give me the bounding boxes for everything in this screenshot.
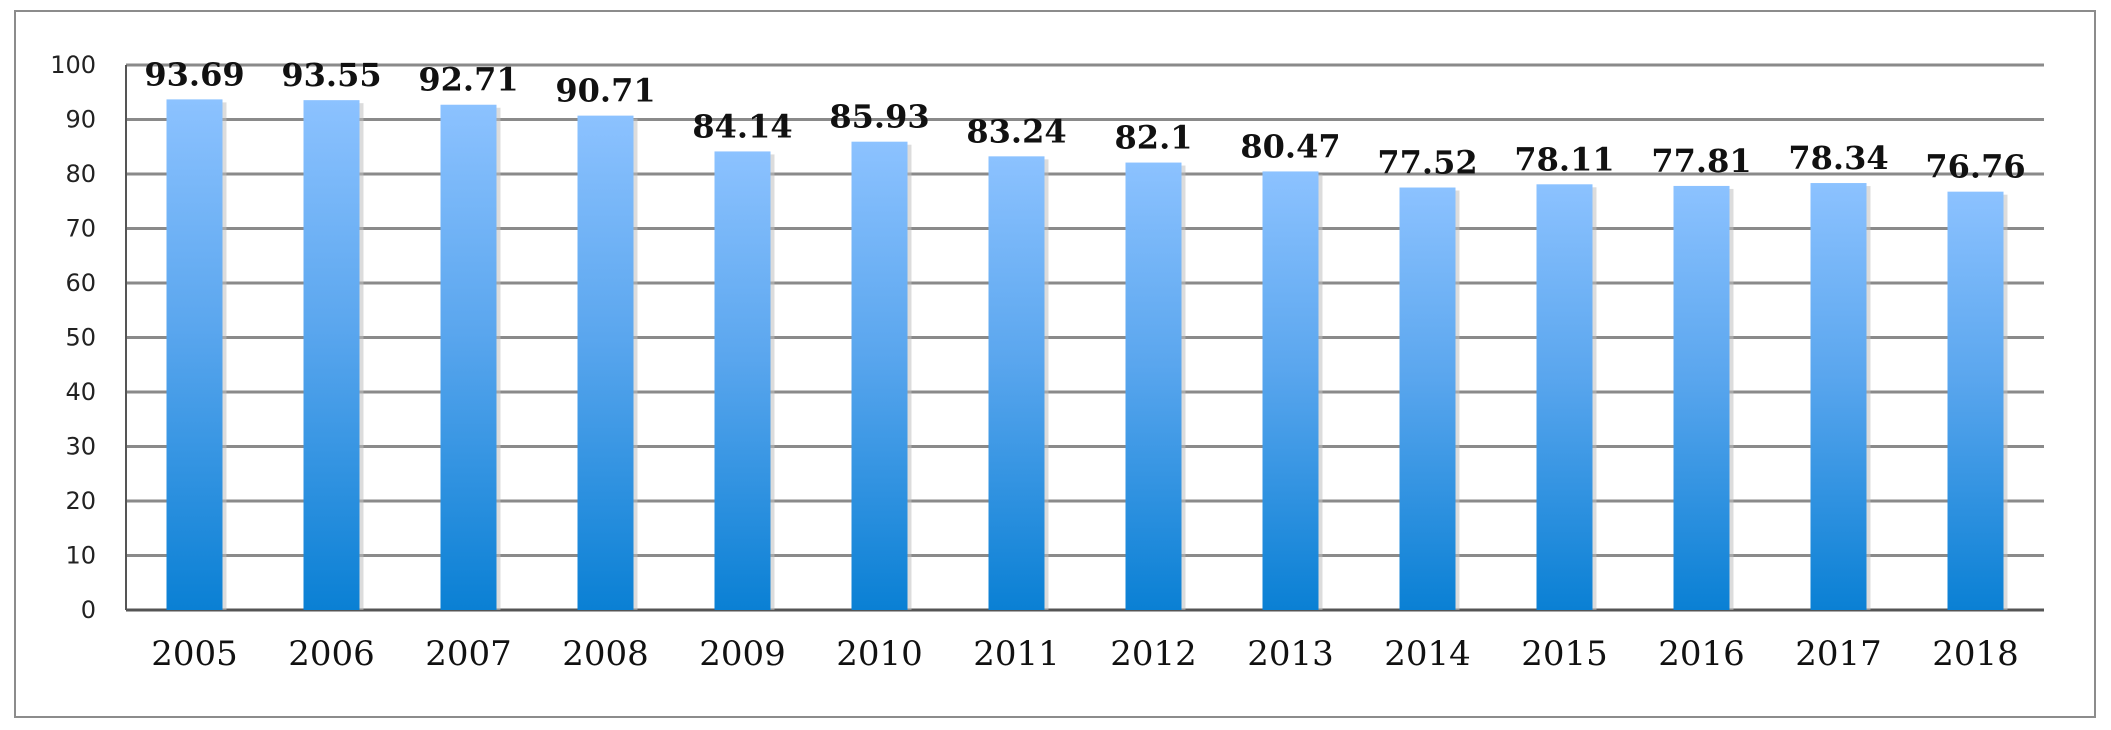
x-tick-label: 2016: [1658, 634, 1745, 674]
y-tick-label: 100: [50, 51, 96, 79]
data-label: 77.81: [1651, 142, 1751, 180]
bar-2015: [1536, 184, 1593, 610]
data-label: 90.71: [555, 72, 655, 110]
bar-2007: [440, 104, 497, 610]
x-tick-label: 2011: [973, 634, 1060, 674]
data-label: 78.34: [1788, 139, 1888, 177]
data-label: 93.69: [144, 55, 244, 93]
data-label: 76.76: [1925, 148, 2025, 186]
bar-2006: [303, 100, 360, 610]
bar-2009: [714, 151, 771, 610]
bar-2016: [1673, 185, 1730, 611]
x-tick-label: 2013: [1247, 634, 1334, 674]
y-tick-label: 70: [65, 215, 96, 243]
data-label: 83.24: [966, 112, 1066, 150]
data-label: 82.1: [1115, 119, 1193, 157]
x-tick-label: 2009: [699, 634, 786, 674]
y-tick-label: 50: [65, 324, 96, 352]
data-label: 80.47: [1240, 127, 1340, 165]
y-tick-label: 10: [65, 542, 96, 570]
x-tick-label: 2008: [562, 634, 649, 674]
y-tick-label: 60: [65, 269, 96, 297]
bar-2011: [988, 156, 1045, 611]
x-tick-label: 2017: [1795, 634, 1882, 674]
data-label: 93.55: [281, 56, 381, 94]
bar-2018: [1947, 191, 2004, 610]
x-tick-label: 2018: [1932, 634, 2019, 674]
data-label: 85.93: [829, 98, 929, 136]
x-tick-label: 2005: [151, 634, 238, 674]
x-tick-label: 2015: [1521, 634, 1608, 674]
y-tick-label: 0: [81, 596, 96, 624]
bars: [166, 99, 2008, 611]
data-label: 77.52: [1377, 144, 1477, 182]
data-label: 78.11: [1514, 140, 1614, 178]
data-label: 84.14: [692, 107, 792, 145]
bar-2017: [1810, 183, 1867, 610]
x-tick-label: 2006: [288, 634, 375, 674]
bar-2013: [1262, 171, 1319, 610]
y-tick-label: 80: [65, 160, 96, 188]
x-tick-label: 2014: [1384, 634, 1471, 674]
y-tick-label: 20: [65, 487, 96, 515]
y-tick-label: 90: [65, 106, 96, 134]
data-label: 92.71: [418, 61, 518, 99]
bar-2005: [166, 99, 223, 611]
bar-2014: [1399, 187, 1456, 611]
x-tick-label: 2007: [425, 634, 512, 674]
x-tick-label: 2010: [836, 634, 923, 674]
y-tick-label: 30: [65, 433, 96, 461]
data-labels: 93.69 93.55 92.71 90.71 84.14 85.93 83.24 82.1 8…: [144, 55, 2025, 185]
x-axis-labels: 2005 2006 2007 2008 2009 2010 2011 2012 2013 2014…: [151, 634, 2019, 674]
y-tick-label: 40: [65, 378, 96, 406]
bar-2010: [851, 141, 908, 610]
x-tick-label: 2012: [1110, 634, 1197, 674]
bar-2012: [1125, 162, 1182, 610]
gridlines: [126, 63, 2044, 612]
y-axis-labels: 0 10 20 30 40 50 60 70 80 90 100: [50, 51, 96, 624]
bar-2008: [577, 115, 634, 611]
